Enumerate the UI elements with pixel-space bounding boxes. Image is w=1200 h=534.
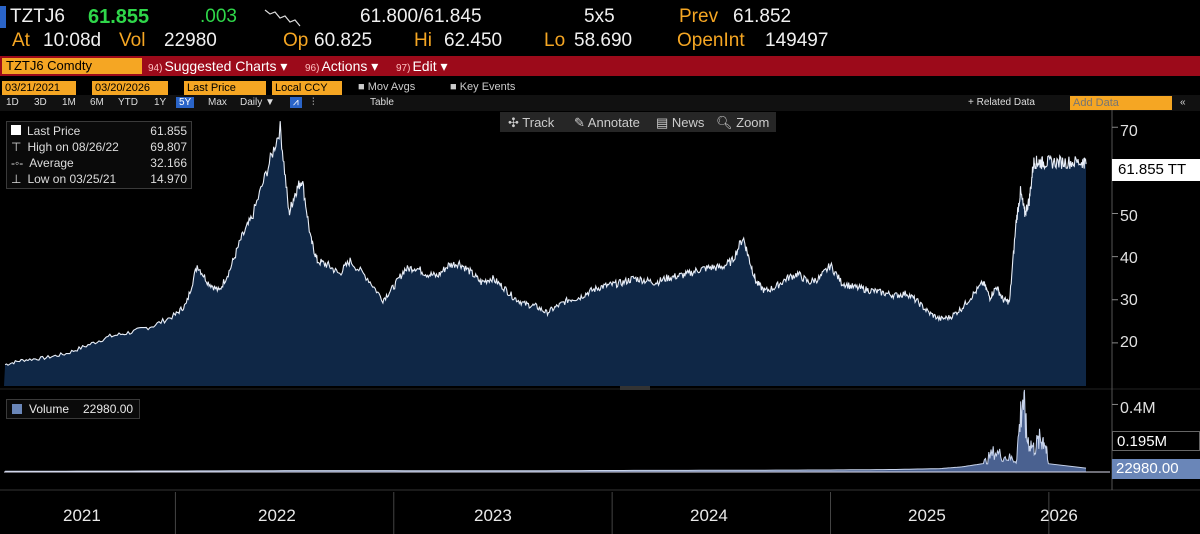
low-label: Lo [544, 30, 566, 51]
price-line [4, 121, 1087, 366]
high-label: Hi [414, 30, 432, 51]
legend-last-price-value: 61.855 [150, 124, 187, 138]
table-button[interactable]: Table [370, 97, 394, 108]
zoom-tool[interactable]: 🔍︎ Zoom [716, 115, 770, 130]
volume-legend-label: Volume [29, 402, 70, 416]
at-label: At [12, 30, 30, 51]
annotate-tool[interactable]: ✎ Annotate [574, 115, 640, 130]
ticker-marker [0, 6, 6, 28]
x-tick-2025: 2025 [908, 506, 946, 525]
open-label: Op [283, 30, 309, 51]
news-tool[interactable]: ▤ News [656, 115, 705, 130]
collapse-icon[interactable]: « [1180, 97, 1186, 108]
field-selector[interactable]: Last Price [184, 81, 266, 95]
high-value: 62.450 [444, 30, 503, 51]
volume-tick-04m: 0.4M [1120, 400, 1156, 417]
y-tick-70: 70 [1120, 123, 1138, 140]
change: .003 [200, 6, 237, 27]
openint-label: OpenInt [677, 30, 745, 51]
edit-menu[interactable]: 97) Edit ▾ [396, 58, 448, 74]
security-field[interactable]: TZTJ6 Comdty [2, 58, 142, 74]
x-tick-2021: 2021 [63, 506, 101, 525]
key-events-checkbox[interactable]: ■ Key Events [450, 81, 516, 93]
y-tick-40: 40 [1120, 250, 1138, 267]
volume-area [4, 389, 1086, 472]
add-data-input[interactable] [1070, 96, 1172, 110]
x-tick-2026: 2026 [1040, 506, 1078, 525]
volume-legend: Volume 22980.00 [6, 399, 140, 419]
prev-value: 61.852 [733, 6, 792, 27]
ticker: TZTJ6 [10, 6, 65, 27]
prev-label: Prev [679, 6, 719, 27]
bar-chart-icon[interactable]: ⫶ [312, 97, 315, 108]
actions-menu[interactable]: 96) Actions ▾ [305, 58, 379, 74]
legend-high-value: 69.807 [150, 140, 187, 154]
legend-average-value: 32.166 [150, 156, 187, 170]
period-1d[interactable]: 1D [6, 97, 19, 108]
frequency-selector[interactable]: Daily ▼ [240, 97, 275, 108]
volume-legend-value: 22980.00 [83, 402, 134, 416]
line-chart-icon[interactable]: ⩘ [290, 97, 302, 108]
period-max[interactable]: Max [208, 97, 227, 108]
track-tool[interactable]: ✣ Track [508, 115, 555, 130]
last-price-tag: 61.855 TT [1112, 159, 1200, 181]
panel-resize-handle [620, 386, 650, 390]
chart-tools: ✣ Track ✎ Annotate ▤ News 🔍︎ Zoom [500, 112, 776, 132]
volume-last-tag: 22980.00 [1112, 459, 1200, 479]
suggested-charts-menu[interactable]: 94) Suggested Charts ▾ [148, 58, 288, 74]
price-area [4, 121, 1086, 386]
legend-low-label: ⊥ Low on 03/25/21 [11, 172, 117, 186]
volume-swatch [12, 404, 22, 414]
x-tick-2022: 2022 [258, 506, 296, 525]
y-tick-30: 30 [1120, 292, 1138, 309]
legend-high-label: ⊤ High on 08/26/22 [11, 140, 119, 154]
price-legend: Last Price 61.855 ⊤ High on 08/26/22 69.8… [6, 121, 192, 189]
open-value: 60.825 [314, 30, 373, 51]
period-3d[interactable]: 3D [34, 97, 47, 108]
legend-average-label: -◦- Average [11, 156, 74, 170]
x-tick-2024: 2024 [690, 506, 728, 525]
bid-ask-size: 5x5 [584, 6, 615, 27]
quote-time: 10:08d [43, 30, 102, 51]
mov-avgs-checkbox[interactable]: ■ Mov Avgs [358, 81, 416, 93]
volume-mid-tag: 0.195M [1112, 431, 1200, 451]
currency-selector[interactable]: Local CCY [272, 81, 342, 95]
vol-label: Vol [119, 30, 146, 51]
period-1y[interactable]: 1Y [154, 97, 167, 108]
legend-last-price-label: Last Price [11, 124, 80, 138]
y-tick-20: 20 [1120, 334, 1138, 351]
start-date-field[interactable]: 03/21/2021 [2, 81, 76, 95]
period-6m[interactable]: 6M [90, 97, 104, 108]
period-1m[interactable]: 1M [62, 97, 76, 108]
bid-ask: 61.800/61.845 [360, 6, 482, 27]
legend-low-value: 14.970 [150, 172, 187, 186]
y-tick-50: 50 [1120, 208, 1138, 225]
menu-bar: 94) Suggested Charts ▾ 96) Actions ▾ 97) Ed… [0, 56, 1200, 76]
last-price: 61.855 [88, 6, 150, 28]
x-tick-2023: 2023 [474, 506, 512, 525]
related-data-button[interactable]: + Related Data [968, 97, 1035, 108]
openint-value: 149497 [765, 30, 829, 51]
volume-line [5, 389, 1087, 472]
period-5y[interactable]: 5Y [176, 97, 195, 108]
vol-value: 22980 [164, 30, 217, 51]
low-value: 58.690 [574, 30, 633, 51]
end-date-field[interactable]: 03/20/2026 [92, 81, 168, 95]
period-ytd[interactable]: YTD [118, 97, 138, 108]
